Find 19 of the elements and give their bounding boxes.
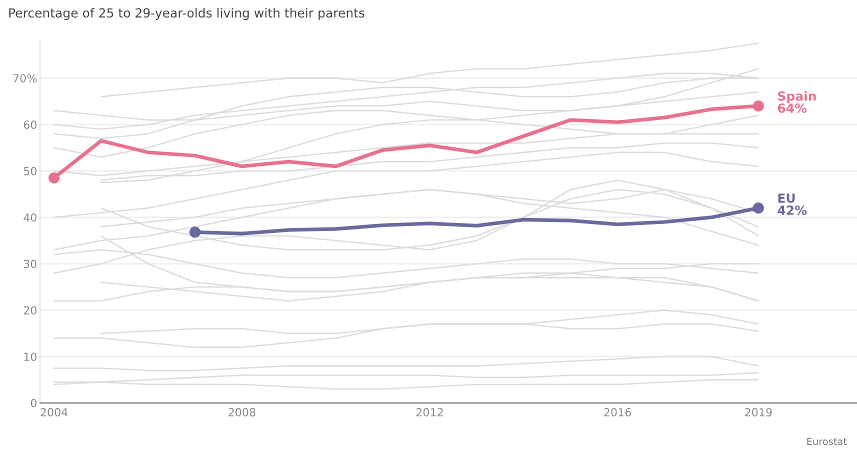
data-label: 64%: [778, 103, 807, 113]
y-tick-label: 30: [24, 260, 36, 268]
y-tick-label: 50: [24, 166, 36, 176]
text: Eurostat: [807, 438, 847, 446]
x-tick-label: 2004: [40, 408, 68, 416]
y-tick-label: 60: [24, 120, 36, 129]
chart-title: Percentage of 25 to 29-year-olds living with their parents: [9, 8, 364, 20]
y-tick-label: 10: [24, 352, 36, 361]
x-tick-label: 2012: [416, 408, 443, 416]
x-tick-label: 2019: [745, 408, 772, 416]
x-tick-label: 2008: [228, 408, 256, 416]
series-label: EU: [778, 194, 795, 203]
y-tick-label: 20: [24, 306, 36, 315]
series-label: Spain: [778, 91, 816, 104]
y-tick-label: 0: [30, 398, 36, 408]
y-tick-label: 40: [24, 213, 36, 222]
x-tick-label: 2016: [604, 408, 631, 416]
y-tick-label: 70%: [13, 74, 37, 83]
data-label: 42%: [778, 206, 807, 215]
